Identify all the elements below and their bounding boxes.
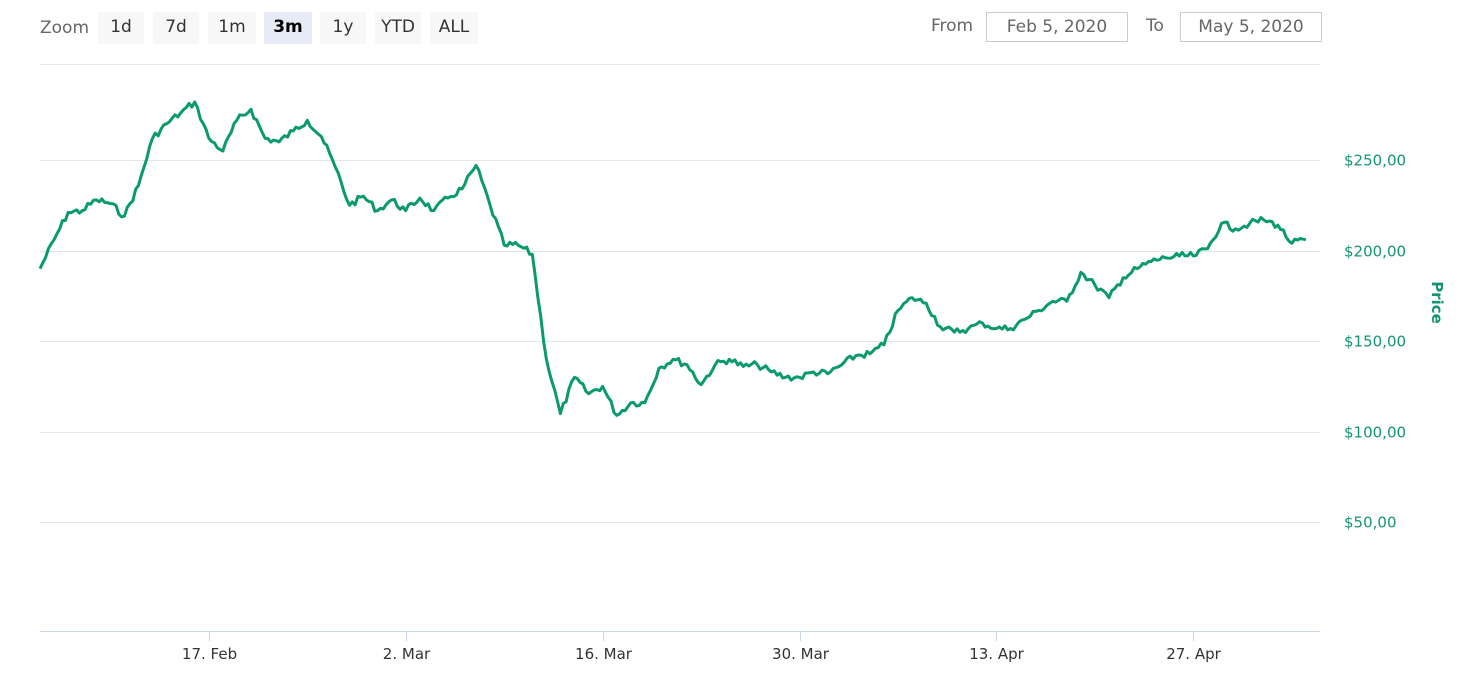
from-date-input[interactable]: Feb 5, 2020 <box>986 12 1128 42</box>
y-tick-label: $150,00 <box>1344 333 1406 351</box>
zoom-label: Zoom <box>40 18 90 38</box>
y-tick-label: $250,00 <box>1344 152 1406 170</box>
x-tick-label: 30. Mar <box>772 645 830 663</box>
from-label: From <box>931 16 974 36</box>
x-axis: 17. Feb 2. Mar 16. Mar 30. Mar 13. Apr 27. Ap… <box>40 631 1320 663</box>
x-tick-label: 2. Mar <box>383 645 431 663</box>
zoom-all-button[interactable]: ALL <box>430 12 478 44</box>
y-tick-label: $100,00 <box>1344 424 1406 442</box>
y-axis-title: Price <box>1428 281 1446 324</box>
zoom-1y-button[interactable]: 1y <box>320 12 366 44</box>
zoom-ytd-button[interactable]: YTD <box>375 12 421 44</box>
x-tick-label: 16. Mar <box>575 645 633 663</box>
to-label: To <box>1146 16 1164 36</box>
price-series-line <box>38 100 1307 417</box>
x-tick-label: 27. Apr <box>1166 645 1221 663</box>
y-tick-label: $50,00 <box>1344 514 1397 532</box>
range-selector: Zoom 1d 7d 1m 3m 1y YTD ALL From Feb 5, … <box>0 0 1459 60</box>
zoom-7d-button[interactable]: 7d <box>153 12 199 44</box>
zoom-3m-button[interactable]: 3m <box>264 12 312 44</box>
to-date-input[interactable]: May 5, 2020 <box>1180 12 1322 42</box>
y-tick-label: $200,00 <box>1344 243 1406 261</box>
grid-lines <box>40 160 1320 523</box>
zoom-1d-button[interactable]: 1d <box>98 12 144 44</box>
x-tick-label: 13. Apr <box>969 645 1024 663</box>
zoom-1m-button[interactable]: 1m <box>208 12 256 44</box>
y-axis: $50,00 $100,00 $150,00 $200,00 $250,00 <box>1344 152 1406 532</box>
x-tick-label: 17. Feb <box>182 645 237 663</box>
